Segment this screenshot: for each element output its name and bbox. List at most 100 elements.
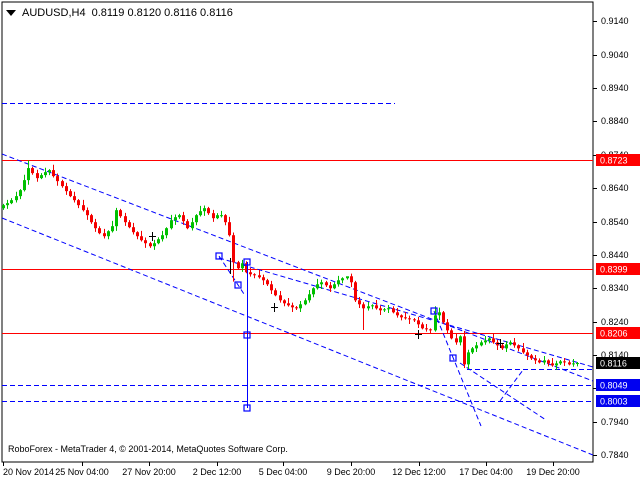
candle-body — [157, 239, 160, 244]
trendline-dashed[interactable] — [499, 369, 524, 402]
time-axis-label: 19 Dec 20:00 — [526, 467, 580, 477]
candle-body — [287, 303, 290, 306]
price-level-label-box — [596, 327, 640, 339]
candle-body — [383, 309, 386, 311]
candle-body — [442, 312, 445, 323]
object-handle[interactable] — [430, 307, 438, 315]
candle-body — [463, 336, 466, 365]
candle-body — [182, 215, 185, 222]
candle-body — [350, 276, 353, 283]
candle-body — [450, 330, 453, 339]
candle-body — [161, 235, 164, 240]
time-axis-label: 9 Dec 20:00 — [327, 467, 376, 477]
object-handle[interactable] — [215, 252, 223, 260]
candle-body — [362, 304, 365, 309]
candle-body — [434, 315, 437, 331]
price-axis-label: 0.9040 — [601, 50, 629, 60]
candle-body — [299, 304, 302, 309]
candle-body — [186, 221, 189, 229]
price-level-label-box — [596, 379, 640, 391]
candle-body — [149, 243, 152, 247]
price-axis-label: 0.7940 — [601, 417, 629, 427]
candle-body — [576, 363, 579, 365]
candle-body — [128, 222, 131, 228]
candle-body — [396, 312, 399, 316]
candle-body — [517, 345, 520, 349]
candle-body — [459, 336, 462, 343]
candle-body — [44, 172, 47, 176]
price-level-label: 0.8003 — [600, 397, 628, 407]
price-axis-label: 0.8840 — [601, 116, 629, 126]
candle-body — [119, 210, 122, 217]
time-axis-label: 20 Nov 2014 — [3, 467, 54, 477]
candle-body — [283, 300, 286, 304]
candle-body — [203, 208, 206, 212]
candle-body — [421, 324, 424, 329]
candle-body — [354, 282, 357, 301]
candle-body — [86, 210, 89, 216]
candle-body — [103, 233, 106, 237]
candle-body — [358, 300, 361, 305]
candle-body — [94, 222, 97, 229]
candle-body — [392, 308, 395, 313]
candle-body — [170, 220, 173, 229]
candle-body — [438, 312, 441, 316]
candle-body — [36, 173, 39, 179]
candle-body — [400, 315, 403, 318]
candle-body — [262, 277, 265, 281]
candle-body — [316, 284, 319, 289]
candle-body — [115, 210, 118, 227]
object-handle[interactable] — [243, 331, 251, 339]
candle-body — [408, 318, 411, 320]
trendline-dashed[interactable] — [2, 217, 593, 456]
object-handle[interactable] — [243, 258, 251, 266]
candle-body — [505, 344, 508, 349]
symbol-dropdown-icon[interactable] — [6, 10, 16, 16]
candle-body — [241, 263, 244, 269]
time-axis-label: 2 Dec 12:00 — [193, 467, 242, 477]
candle-body — [329, 285, 332, 289]
candle-body — [526, 352, 529, 356]
price-axis-label: 0.8640 — [601, 183, 629, 193]
candle-body — [413, 319, 416, 321]
trendline-dashed[interactable] — [2, 153, 593, 382]
candle-body — [341, 278, 344, 281]
object-handle[interactable] — [449, 354, 457, 362]
candle-body — [274, 290, 277, 296]
candle-body — [325, 282, 328, 286]
candle-body — [199, 211, 202, 216]
object-handle[interactable] — [243, 404, 251, 412]
candle-body — [371, 305, 374, 307]
candle-body — [153, 243, 156, 247]
candle-body — [563, 361, 566, 363]
trendline-dashed[interactable] — [459, 362, 547, 421]
object-handle[interactable] — [234, 281, 242, 289]
price-level-label-box — [596, 154, 640, 166]
candle-body — [77, 200, 80, 206]
trendline-dashed[interactable] — [433, 310, 482, 427]
price-level-label-box — [596, 395, 640, 407]
candle-body — [82, 205, 85, 211]
candle-body — [471, 348, 474, 353]
candle-body — [346, 276, 349, 279]
candle-body — [509, 342, 512, 345]
price-axis-label: 0.8240 — [601, 317, 629, 327]
price-axis-label: 0.8940 — [601, 83, 629, 93]
candle-body — [23, 180, 26, 191]
candle-body — [555, 363, 558, 366]
plot-area-border — [1, 1, 594, 463]
price-axis-label: 0.7840 — [601, 450, 629, 460]
candle-body — [258, 275, 261, 278]
price-level-label: 0.8116 — [600, 359, 627, 369]
candle-body — [467, 352, 470, 365]
candle-body — [253, 274, 256, 276]
candle-body — [19, 190, 22, 197]
candle-body — [15, 196, 18, 201]
candle-body — [2, 205, 5, 209]
candles — [2, 160, 579, 371]
candle-body — [538, 360, 541, 363]
candle-body — [568, 362, 571, 365]
candle-body — [480, 342, 483, 346]
candle-body — [279, 295, 282, 301]
